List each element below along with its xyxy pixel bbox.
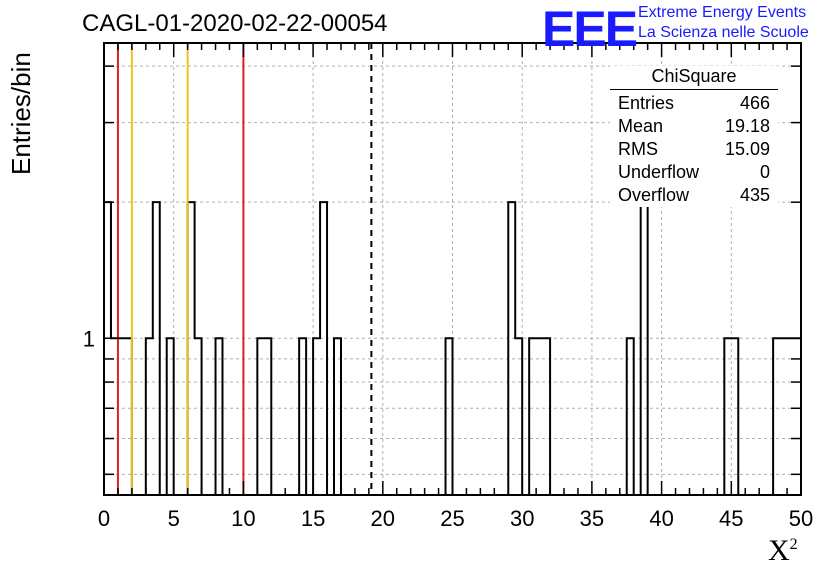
x-tick-label: 40 <box>649 506 673 531</box>
histogram-bin <box>529 338 536 495</box>
x-tick-label: 45 <box>719 506 743 531</box>
x-tick-label: 35 <box>580 506 604 531</box>
x-tick-label: 30 <box>510 506 534 531</box>
histogram-bin <box>167 338 174 495</box>
stats-label: Mean <box>618 116 664 136</box>
stats-value: 435 <box>739 185 770 205</box>
stats-value: 466 <box>739 93 770 113</box>
logo-caption-line2: La Scienza nelle Scuole <box>638 24 809 41</box>
x-tick-label: 20 <box>371 506 395 531</box>
x-axis-label-text: X <box>768 534 790 567</box>
histogram-bin <box>313 338 320 495</box>
stats-row-underflow: Underflow 0 <box>610 161 778 184</box>
stats-label: RMS <box>618 139 658 159</box>
histogram-bin <box>125 338 132 495</box>
x-tick-label: 0 <box>98 506 110 531</box>
stats-box: ChiSquare Entries 466 Mean 19.18 RMS 15.09 … <box>610 66 778 207</box>
stats-row-overflow: Overflow 435 <box>610 184 778 207</box>
stats-label: Underflow <box>618 162 700 182</box>
chart-title: CAGL-01-2020-02-22-00054 <box>82 10 388 37</box>
x-tick-label: 5 <box>168 506 180 531</box>
histogram-bin <box>188 202 195 495</box>
histogram-bin <box>536 338 543 495</box>
x-tick-label: 15 <box>301 506 325 531</box>
histogram-bin <box>780 338 787 495</box>
histogram-bin <box>515 338 522 495</box>
histogram-bin <box>146 338 153 495</box>
y-axis-label: Entries/bin <box>6 52 36 175</box>
histogram-bin <box>508 202 515 495</box>
stats-row-mean: Mean 19.18 <box>610 115 778 138</box>
histogram-bin <box>195 338 202 495</box>
histogram-bin <box>264 338 271 495</box>
x-axis-label-superscript: 2 <box>789 536 798 553</box>
stats-value: 19.18 <box>724 116 770 136</box>
y-tick-label: 1 <box>83 326 95 351</box>
histogram-bin <box>731 338 738 495</box>
histogram-outline <box>103 201 802 496</box>
stats-value: 15.09 <box>724 139 770 159</box>
x-axis-label: X2 <box>768 534 798 568</box>
x-tick-label: 50 <box>789 506 813 531</box>
eee-logo: EEE <box>542 1 638 57</box>
logo-caption-line1: Extreme Energy Events <box>638 4 807 21</box>
stats-row-rms: RMS 15.09 <box>610 138 778 161</box>
histogram-bin <box>627 338 634 495</box>
histogram-bin <box>543 338 550 495</box>
stats-title: ChiSquare <box>610 66 778 90</box>
stats-label: Overflow <box>618 185 690 205</box>
histogram-bin <box>787 338 794 495</box>
stats-label: Entries <box>618 93 675 113</box>
histogram-bin <box>334 338 341 495</box>
x-tick-label: 10 <box>231 506 255 531</box>
x-tick-label: 25 <box>440 506 464 531</box>
histogram-bin <box>299 338 306 495</box>
histogram-bin <box>257 338 264 495</box>
histogram-bin <box>773 338 780 495</box>
histogram-bin <box>724 338 731 495</box>
histogram-bin <box>320 202 327 495</box>
histogram-bin <box>641 202 648 495</box>
stats-value: 0 <box>759 162 770 182</box>
stats-row-entries: Entries 466 <box>610 92 778 115</box>
histogram-bin <box>216 338 223 495</box>
logo-caption: Extreme Energy Events La Scienza nelle S… <box>638 3 809 43</box>
histogram-bin <box>153 202 160 495</box>
histogram-bin <box>118 338 125 495</box>
histogram-bin <box>111 338 118 495</box>
histogram-bin <box>104 202 111 495</box>
histogram-bin <box>446 338 453 495</box>
histogram-bin <box>794 338 801 495</box>
